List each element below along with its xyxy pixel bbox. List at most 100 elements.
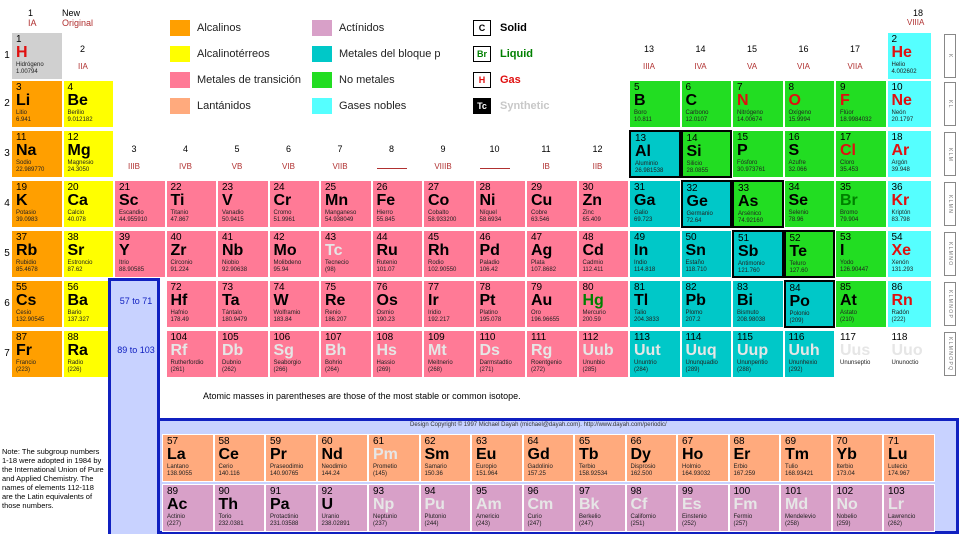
element-F[interactable]: 9 F Flúor 18.9984032 xyxy=(835,80,887,128)
element-Nd[interactable]: 60 Nd Neodimio 144.24 xyxy=(316,434,368,482)
element-No[interactable]: 102 No Nobelio (259) xyxy=(831,484,883,532)
element-I[interactable]: 53 I Yodo 126.90447 xyxy=(835,230,887,278)
element-Uuh[interactable]: 116 Uuh Ununhexio (292) xyxy=(783,330,835,378)
element-Bi[interactable]: 83 Bi Bismuto 208.98038 xyxy=(732,280,784,328)
element-Uup[interactable]: 115 Uup Ununpentio (288) xyxy=(732,330,784,378)
element-Tl[interactable]: 81 Tl Talio 204.3833 xyxy=(629,280,681,328)
element-Sr[interactable]: 38 Sr Estroncio 87.62 xyxy=(62,230,114,278)
element-Ds[interactable]: 110 Ds Darmstadtio (271) xyxy=(474,330,526,378)
element-Fe[interactable]: 26 Fe Hierro 55.845 xyxy=(371,180,423,228)
element-C[interactable]: 6 C Carbono 12.0107 xyxy=(680,80,732,128)
element-Si[interactable]: 14 Si Silicio 28.0855 xyxy=(680,130,732,178)
element-Pm[interactable]: 61 Pm Prometio (145) xyxy=(368,434,420,482)
element-La[interactable]: 57 La Lantano 138.9055 xyxy=(162,434,214,482)
element-Mo[interactable]: 42 Mo Molibdeno 95.94 xyxy=(268,230,320,278)
element-Kr[interactable]: 36 Kr Kriptón 83.798 xyxy=(886,180,932,228)
element-Cm[interactable]: 96 Cm Curio (247) xyxy=(522,484,574,532)
element-Pa[interactable]: 91 Pa Protactinio 231.03588 xyxy=(265,484,317,532)
element-Ge[interactable]: 32 Ge Germanio 72.64 xyxy=(680,180,732,228)
element-Al[interactable]: 13 Al Aluminio 26.981538 xyxy=(629,130,681,178)
element-Mt[interactable]: 109 Mt Meitnerio (268) xyxy=(423,330,475,378)
element-Au[interactable]: 79 Au Oro 196.96655 xyxy=(526,280,578,328)
element-Bh[interactable]: 107 Bh Bohrio (264) xyxy=(320,330,372,378)
element-Ba[interactable]: 56 Ba Bario 137.327 xyxy=(62,280,114,328)
element-O[interactable]: 8 O Oxígeno 15.9994 xyxy=(783,80,835,128)
element-Fm[interactable]: 100 Fm Fermio (257) xyxy=(728,484,780,532)
element-Es[interactable]: 99 Es Einstenio (252) xyxy=(677,484,729,532)
element-Cu[interactable]: 29 Cu Cobre 63.546 xyxy=(526,180,578,228)
element-Er[interactable]: 68 Er Erbio 167.259 xyxy=(728,434,780,482)
element-Th[interactable]: 90 Th Torio 232.0381 xyxy=(213,484,265,532)
element-Tc[interactable]: 43 Tc Tecnecio (98) xyxy=(320,230,372,278)
element-Ti[interactable]: 22 Ti Titanio 47.867 xyxy=(165,180,217,228)
element-Uut[interactable]: 113 Uut Ununtrio (284) xyxy=(629,330,681,378)
element-Dy[interactable]: 66 Dy Disprosio 162.500 xyxy=(625,434,677,482)
element-Ca[interactable]: 20 Ca Calcio 40.078 xyxy=(62,180,114,228)
element-Cl[interactable]: 17 Cl Cloro 35.453 xyxy=(835,130,887,178)
element-Se[interactable]: 34 Se Selenio 78.96 xyxy=(783,180,835,228)
element-Md[interactable]: 101 Md Mendelevio (258) xyxy=(780,484,832,532)
element-Re[interactable]: 75 Re Renio 186.207 xyxy=(320,280,372,328)
element-Tb[interactable]: 65 Tb Terbio 158.92534 xyxy=(574,434,626,482)
element-Hs[interactable]: 108 Hs Hassio (269) xyxy=(371,330,423,378)
element-N[interactable]: 7 N Nitrógeno 14.00674 xyxy=(732,80,784,128)
element-Sg[interactable]: 106 Sg Seaborgio (266) xyxy=(268,330,320,378)
element-He[interactable]: 2 He Helio 4.002602 xyxy=(886,32,932,80)
element-P[interactable]: 15 P Fósforo 30.973761 xyxy=(732,130,784,178)
element-Ni[interactable]: 28 Ni Níquel 58.6934 xyxy=(474,180,526,228)
element-Rf[interactable]: 104 Rf Rutherfordio (261) xyxy=(165,330,217,378)
element-Sm[interactable]: 62 Sm Samario 150.36 xyxy=(419,434,471,482)
element-In[interactable]: 49 In Indio 114.818 xyxy=(629,230,681,278)
element-Np[interactable]: 93 Np Neptunio (237) xyxy=(368,484,420,532)
element-Mg[interactable]: 12 Mg Magnesio 24.3050 xyxy=(62,130,114,178)
element-Uub[interactable]: 112 Uub Ununbio (285) xyxy=(577,330,629,378)
element-Cr[interactable]: 24 Cr Cromo 51.9961 xyxy=(268,180,320,228)
element-Pr[interactable]: 59 Pr Praseodimio 140.90765 xyxy=(265,434,317,482)
element-Be[interactable]: 4 Be Berilio 9.012182 xyxy=(62,80,114,128)
element-Ga[interactable]: 31 Ga Galio 69.723 xyxy=(629,180,681,228)
element-As[interactable]: 33 As Arsénico 74.92160 xyxy=(732,180,784,228)
element-Cd[interactable]: 48 Cd Cadmio 112.411 xyxy=(577,230,629,278)
element-Ho[interactable]: 67 Ho Holmio 164.93032 xyxy=(677,434,729,482)
actinide-ref[interactable]: 89 to 103 xyxy=(117,345,155,355)
element-W[interactable]: 74 W Wolframio 183.84 xyxy=(268,280,320,328)
element-Br[interactable]: 35 Br Bromo 79.904 xyxy=(835,180,887,228)
element-Pt[interactable]: 78 Pt Platino 195.078 xyxy=(474,280,526,328)
element-Hg[interactable]: 80 Hg Mercurio 200.59 xyxy=(577,280,629,328)
element-Am[interactable]: 95 Am Americio (243) xyxy=(471,484,523,532)
element-U[interactable]: 92 U Uranio 238.02891 xyxy=(316,484,368,532)
element-Lr[interactable]: 103 Lr Lawrencio (262) xyxy=(883,484,935,532)
element-Ru[interactable]: 44 Ru Rutenio 101.07 xyxy=(371,230,423,278)
element-Yb[interactable]: 70 Yb Iterbio 173.04 xyxy=(831,434,883,482)
element-Ta[interactable]: 73 Ta Tántalo 180.9479 xyxy=(217,280,269,328)
element-Fr[interactable]: 87 Fr Francio (223) xyxy=(11,330,63,378)
element-Ir[interactable]: 77 Ir Iridio 192.217 xyxy=(423,280,475,328)
element-Ne[interactable]: 10 Ne Neón 20.1797 xyxy=(886,80,932,128)
element-Co[interactable]: 27 Co Cobalto 58.933200 xyxy=(423,180,475,228)
element-V[interactable]: 23 V Vanadio 50.9415 xyxy=(217,180,269,228)
element-S[interactable]: 16 S Azufre 32.066 xyxy=(783,130,835,178)
element-Xe[interactable]: 54 Xe Xenón 131.293 xyxy=(886,230,932,278)
element-Nb[interactable]: 41 Nb Niobio 92.90638 xyxy=(217,230,269,278)
element-Li[interactable]: 3 Li Litio 6.941 xyxy=(11,80,63,128)
element-Zn[interactable]: 30 Zn Zinc 65.409 xyxy=(577,180,629,228)
element-Cf[interactable]: 98 Cf Californio (251) xyxy=(625,484,677,532)
element-Rb[interactable]: 37 Rb Rubidio 85.4678 xyxy=(11,230,63,278)
element-Gd[interactable]: 64 Gd Gadolinio 157.25 xyxy=(522,434,574,482)
element-Rg[interactable]: 111 Rg Roentgenio (272) xyxy=(526,330,578,378)
element-Hf[interactable]: 72 Hf Hafnio 178.49 xyxy=(165,280,217,328)
element-Sn[interactable]: 50 Sn Estaño 118.710 xyxy=(680,230,732,278)
element-Sc[interactable]: 21 Sc Escandio 44.955910 xyxy=(114,180,166,228)
element-Zr[interactable]: 40 Zr Circonio 91.224 xyxy=(165,230,217,278)
element-Y[interactable]: 39 Y Itrio 88.90585 xyxy=(114,230,166,278)
element-Ag[interactable]: 47 Ag Plata 107.8682 xyxy=(526,230,578,278)
element-Te[interactable]: 52 Te Teluro 127.60 xyxy=(783,230,835,278)
element-Bk[interactable]: 97 Bk Berkelio (247) xyxy=(574,484,626,532)
element-B[interactable]: 5 B Boro 10.811 xyxy=(629,80,681,128)
element-Pu[interactable]: 94 Pu Plutonio (244) xyxy=(419,484,471,532)
element-Uus[interactable]: 117 Uus Ununseptio xyxy=(835,330,887,378)
element-Tm[interactable]: 69 Tm Tulio 168.93421 xyxy=(780,434,832,482)
element-Pd[interactable]: 46 Pd Paladio 106.42 xyxy=(474,230,526,278)
element-Rh[interactable]: 45 Rh Rodio 102.90550 xyxy=(423,230,475,278)
element-Rn[interactable]: 86 Rn Radón (222) xyxy=(886,280,932,328)
